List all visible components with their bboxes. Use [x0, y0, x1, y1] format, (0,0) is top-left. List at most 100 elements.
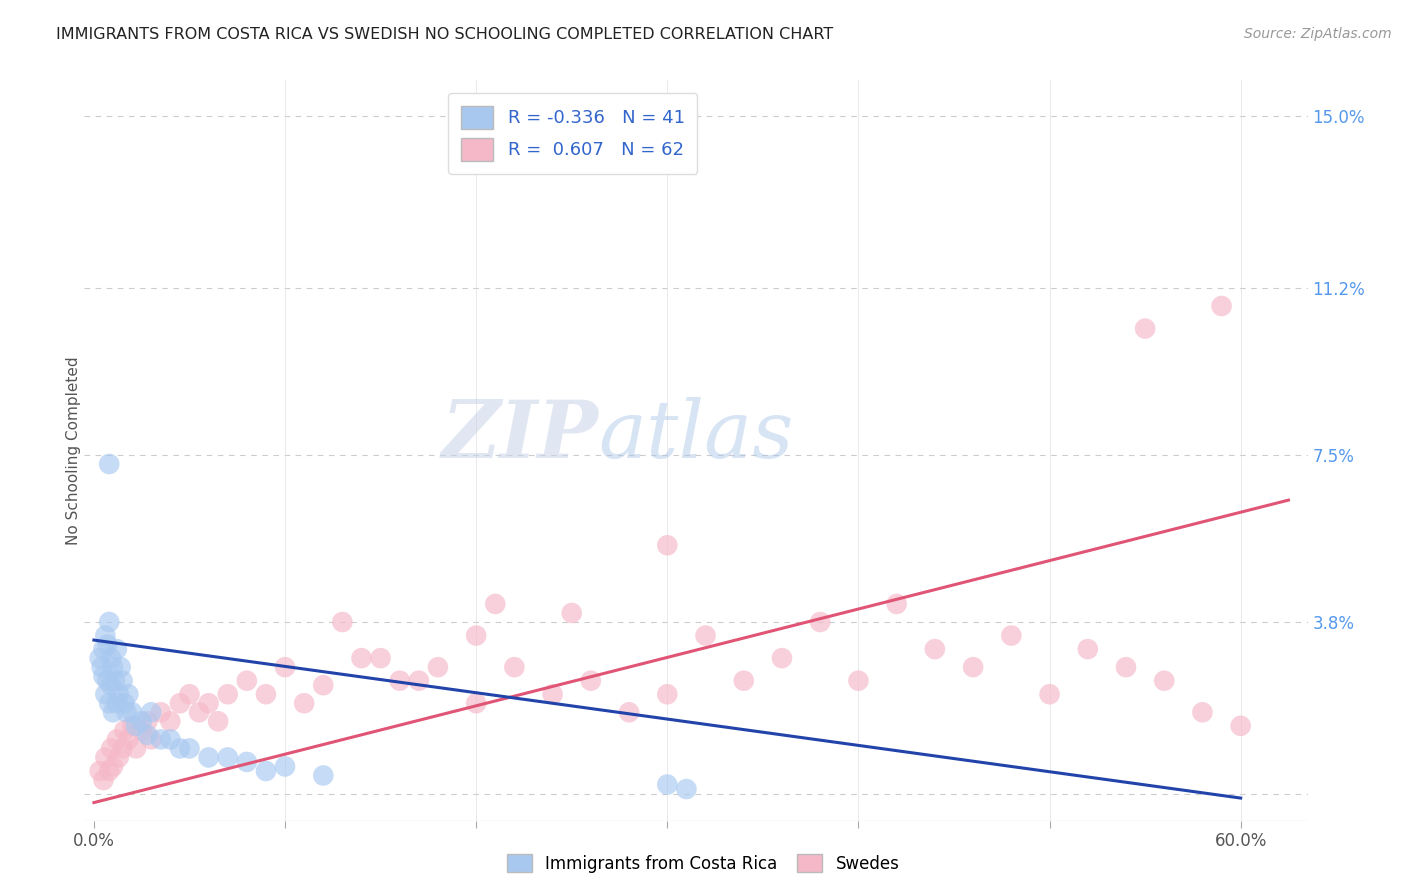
Point [503, 660, 526, 674]
Point [89, 651, 111, 665]
Point [94, 628, 117, 642]
Point [1211, 299, 1233, 313]
Y-axis label: No Schooling Completed: No Schooling Completed [66, 356, 80, 545]
Point [121, 719, 143, 733]
Point [579, 673, 602, 688]
Point [1077, 642, 1099, 657]
Point [312, 768, 335, 782]
Point [179, 741, 201, 756]
Point [101, 706, 124, 720]
Point [695, 628, 717, 642]
Point [1191, 706, 1213, 720]
Point [733, 673, 755, 688]
Point [131, 723, 153, 738]
Point [149, 732, 172, 747]
Point [962, 660, 984, 674]
Legend: Immigrants from Costa Rica, Swedes: Immigrants from Costa Rica, Swedes [501, 847, 905, 880]
Point [104, 673, 127, 688]
Point [94, 750, 117, 764]
Point [110, 660, 132, 674]
Text: IMMIGRANTS FROM COSTA RICA VS SWEDISH NO SCHOOLING COMPLETED CORRELATION CHART: IMMIGRANTS FROM COSTA RICA VS SWEDISH NO… [56, 27, 834, 42]
Point [657, 687, 679, 701]
Point [105, 696, 128, 710]
Point [1038, 687, 1060, 701]
Point [159, 714, 181, 729]
Point [100, 741, 122, 756]
Point [675, 782, 697, 797]
Point [197, 750, 219, 764]
Text: atlas: atlas [598, 397, 793, 475]
Point [117, 732, 139, 747]
Point [169, 696, 191, 710]
Point [426, 660, 449, 674]
Point [207, 714, 229, 729]
Text: ZIP: ZIP [441, 397, 598, 475]
Point [94, 687, 117, 701]
Point [848, 673, 870, 688]
Point [89, 764, 111, 778]
Point [169, 741, 191, 756]
Point [808, 615, 831, 629]
Point [217, 750, 239, 764]
Point [236, 673, 259, 688]
Point [117, 687, 139, 701]
Point [236, 755, 259, 769]
Point [1229, 719, 1251, 733]
Point [1153, 673, 1175, 688]
Point [98, 696, 121, 710]
Point [274, 759, 297, 773]
Point [332, 615, 354, 629]
Point [121, 706, 143, 720]
Point [254, 764, 277, 778]
Point [101, 759, 124, 773]
Point [370, 651, 392, 665]
Point [93, 642, 115, 657]
Point [125, 741, 148, 756]
Point [886, 597, 908, 611]
Point [98, 457, 121, 471]
Point [98, 764, 121, 778]
Point [93, 772, 115, 787]
Point [93, 669, 115, 683]
Point [312, 678, 335, 692]
Point [111, 673, 134, 688]
Point [484, 597, 506, 611]
Point [1000, 628, 1022, 642]
Point [465, 628, 488, 642]
Point [1133, 321, 1156, 335]
Point [657, 538, 679, 552]
Point [111, 741, 134, 756]
Point [179, 687, 201, 701]
Point [541, 687, 564, 701]
Point [100, 651, 122, 665]
Point [561, 606, 583, 620]
Point [141, 732, 163, 747]
Text: Source: ZipAtlas.com: Source: ZipAtlas.com [1244, 27, 1392, 41]
Point [136, 714, 159, 729]
Point [107, 687, 129, 701]
Point [96, 638, 118, 652]
Point [254, 687, 277, 701]
Point [1115, 660, 1137, 674]
Point [408, 673, 430, 688]
Point [188, 706, 211, 720]
Point [141, 706, 163, 720]
Point [159, 732, 181, 747]
Point [924, 642, 946, 657]
Point [105, 732, 128, 747]
Point [217, 687, 239, 701]
Point [107, 750, 129, 764]
Point [292, 696, 315, 710]
Point [136, 728, 159, 742]
Point [115, 706, 138, 720]
Point [96, 673, 118, 688]
Point [125, 719, 148, 733]
Point [149, 706, 172, 720]
Point [114, 723, 136, 738]
Point [350, 651, 373, 665]
Legend: R = -0.336   N = 41, R =  0.607   N = 62: R = -0.336 N = 41, R = 0.607 N = 62 [449, 93, 697, 174]
Point [100, 678, 122, 692]
Point [465, 696, 488, 710]
Point [114, 696, 136, 710]
Point [388, 673, 411, 688]
